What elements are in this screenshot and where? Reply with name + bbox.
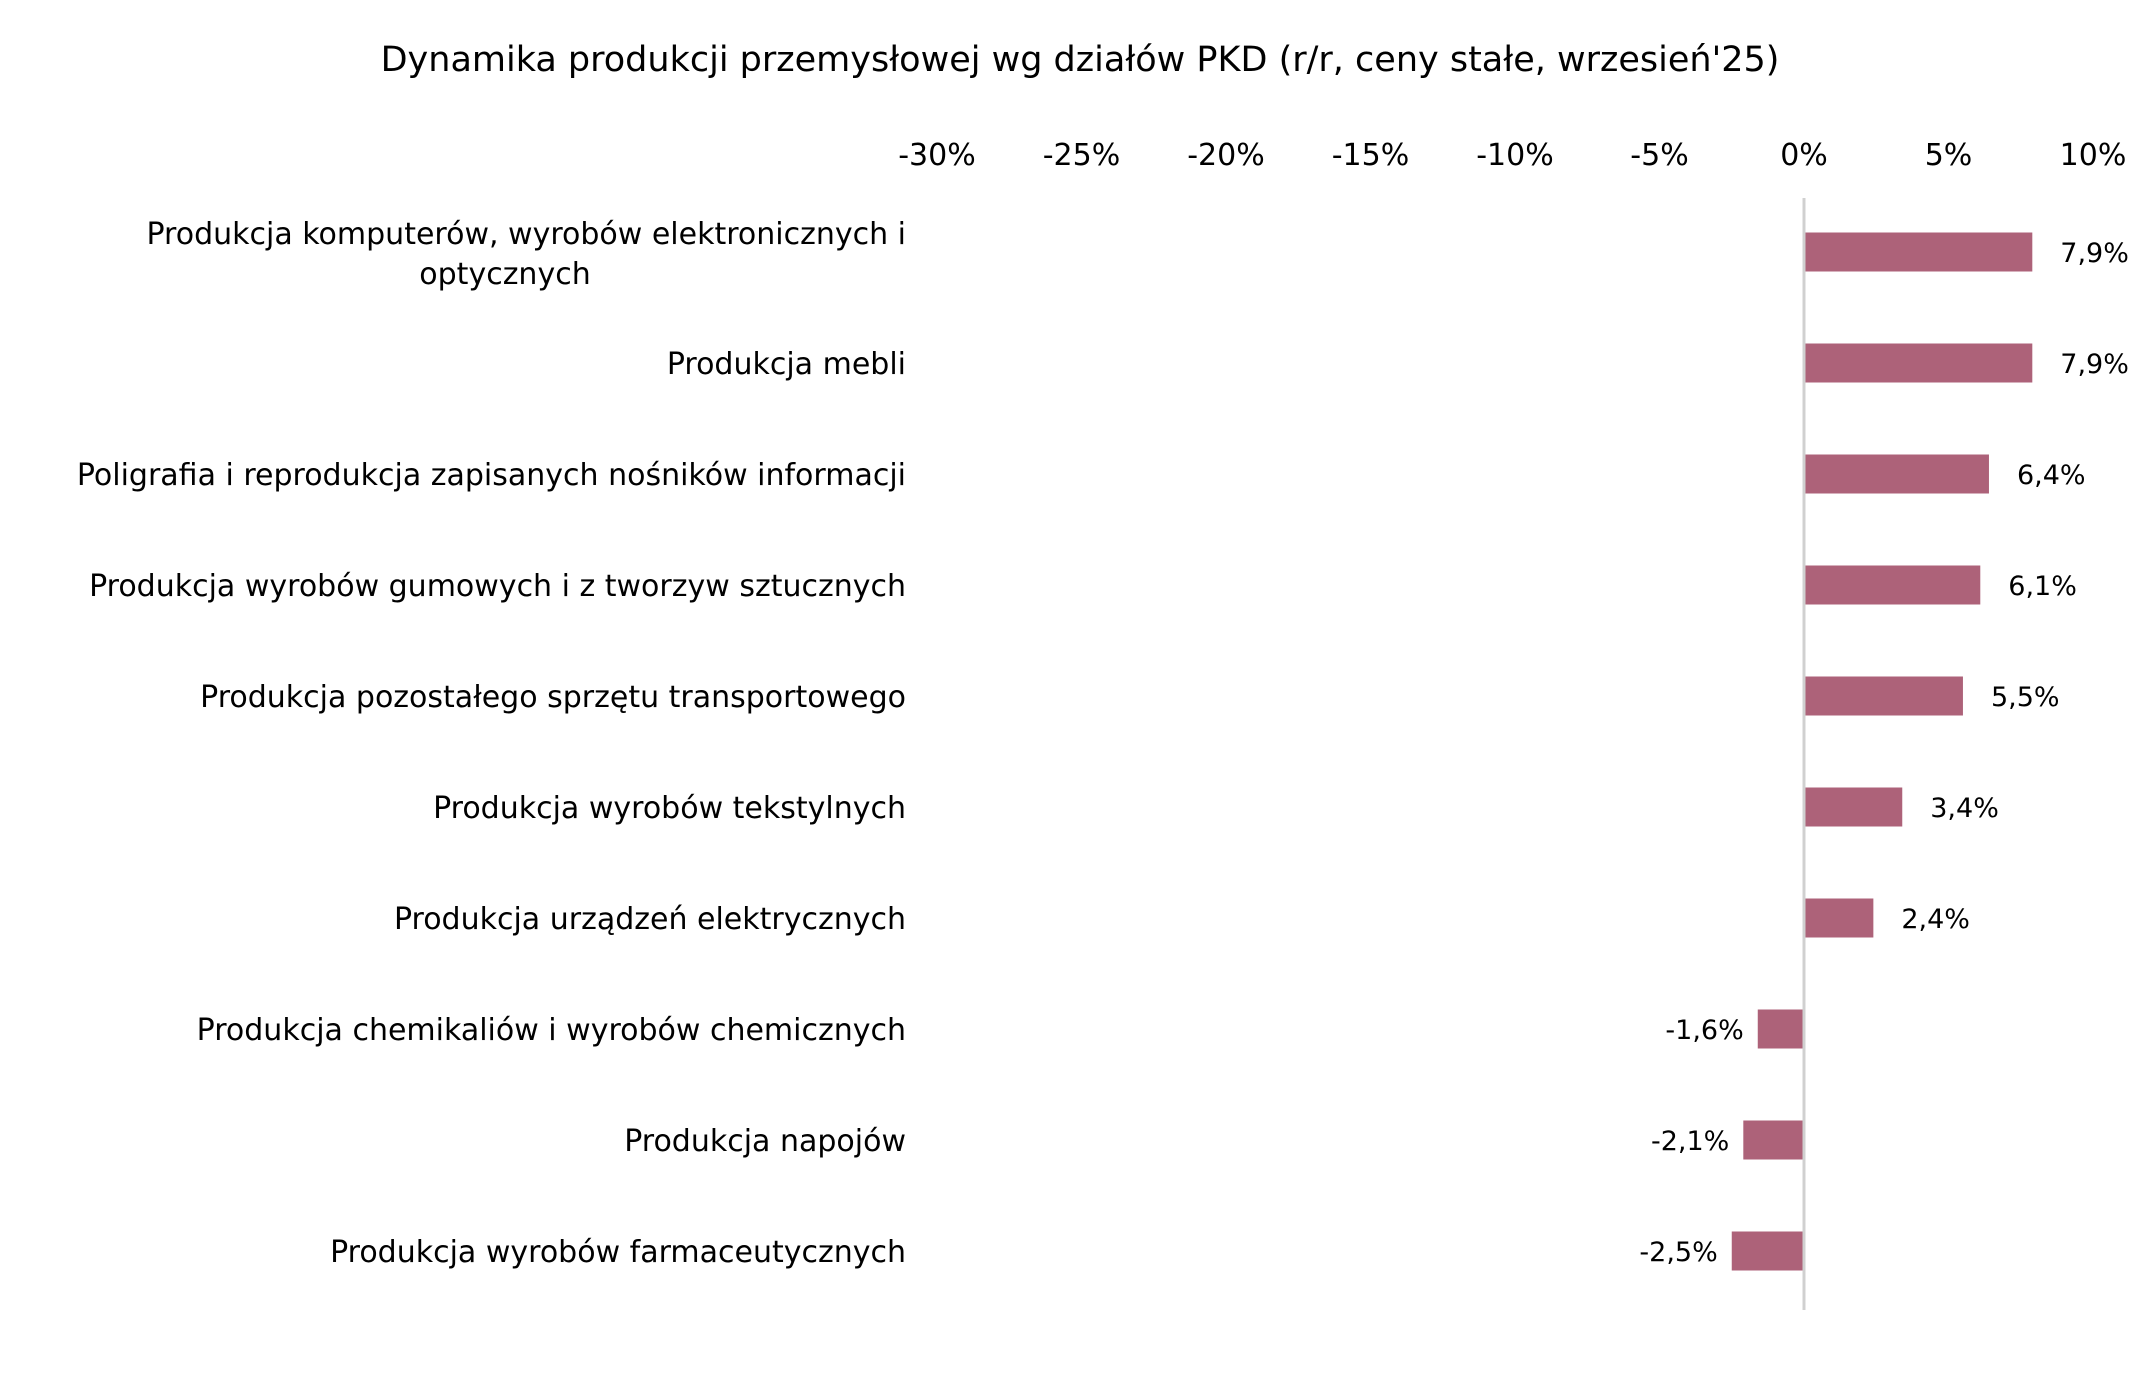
category-label: Produkcja mebli bbox=[667, 347, 906, 382]
bar bbox=[1804, 676, 1963, 716]
x-tick-label: -30% bbox=[898, 138, 976, 173]
chart-title: Dynamika produkcji przemysłowej wg dział… bbox=[381, 40, 1780, 80]
x-tick-label: -5% bbox=[1630, 138, 1688, 173]
x-tick-label: -15% bbox=[1332, 138, 1410, 173]
category-label: Produkcja wyrobów tekstylnych bbox=[433, 791, 906, 826]
x-tick-label: 10% bbox=[2060, 138, 2127, 173]
data-label: 6,4% bbox=[2017, 460, 2086, 491]
data-label: 2,4% bbox=[1901, 904, 1970, 935]
bar bbox=[1757, 1009, 1804, 1049]
data-label: 6,1% bbox=[2008, 571, 2077, 602]
category-label: Produkcja wyrobów gumowych i z tworzyw s… bbox=[89, 569, 906, 604]
bar bbox=[1804, 232, 2033, 272]
category-label: Produkcja urządzeń elektrycznych bbox=[394, 902, 906, 937]
category-label: Produkcja komputerów, wyrobów elektronic… bbox=[146, 217, 906, 252]
data-label: 7,9% bbox=[2060, 349, 2129, 380]
bar bbox=[1731, 1231, 1804, 1271]
x-tick-label: -20% bbox=[1187, 138, 1265, 173]
data-label: 7,9% bbox=[2060, 238, 2129, 269]
x-tick-label: -10% bbox=[1476, 138, 1554, 173]
bar bbox=[1804, 787, 1903, 827]
category-label: Poligrafia i reprodukcja zapisanych nośn… bbox=[77, 458, 906, 493]
data-label: -1,6% bbox=[1665, 1015, 1743, 1046]
x-tick-label: 0% bbox=[1780, 138, 1828, 173]
data-label: -2,5% bbox=[1639, 1237, 1717, 1268]
data-label: 5,5% bbox=[1991, 682, 2060, 713]
bar bbox=[1804, 565, 1981, 605]
category-label: Produkcja chemikaliów i wyrobów chemiczn… bbox=[197, 1013, 906, 1048]
data-label: 3,4% bbox=[1930, 793, 1999, 824]
x-tick-label: -25% bbox=[1043, 138, 1121, 173]
bar bbox=[1804, 898, 1874, 938]
data-label: -2,1% bbox=[1651, 1126, 1729, 1157]
x-tick-label: 5% bbox=[1925, 138, 1973, 173]
category-label: Produkcja wyrobów farmaceutycznych bbox=[330, 1235, 906, 1270]
bar bbox=[1804, 343, 2033, 383]
bar bbox=[1743, 1120, 1804, 1160]
category-label: optycznych bbox=[419, 257, 590, 292]
category-label: Produkcja napojów bbox=[624, 1124, 906, 1159]
bar bbox=[1804, 454, 1989, 494]
category-label: Produkcja pozostałego sprzętu transporto… bbox=[200, 680, 906, 715]
